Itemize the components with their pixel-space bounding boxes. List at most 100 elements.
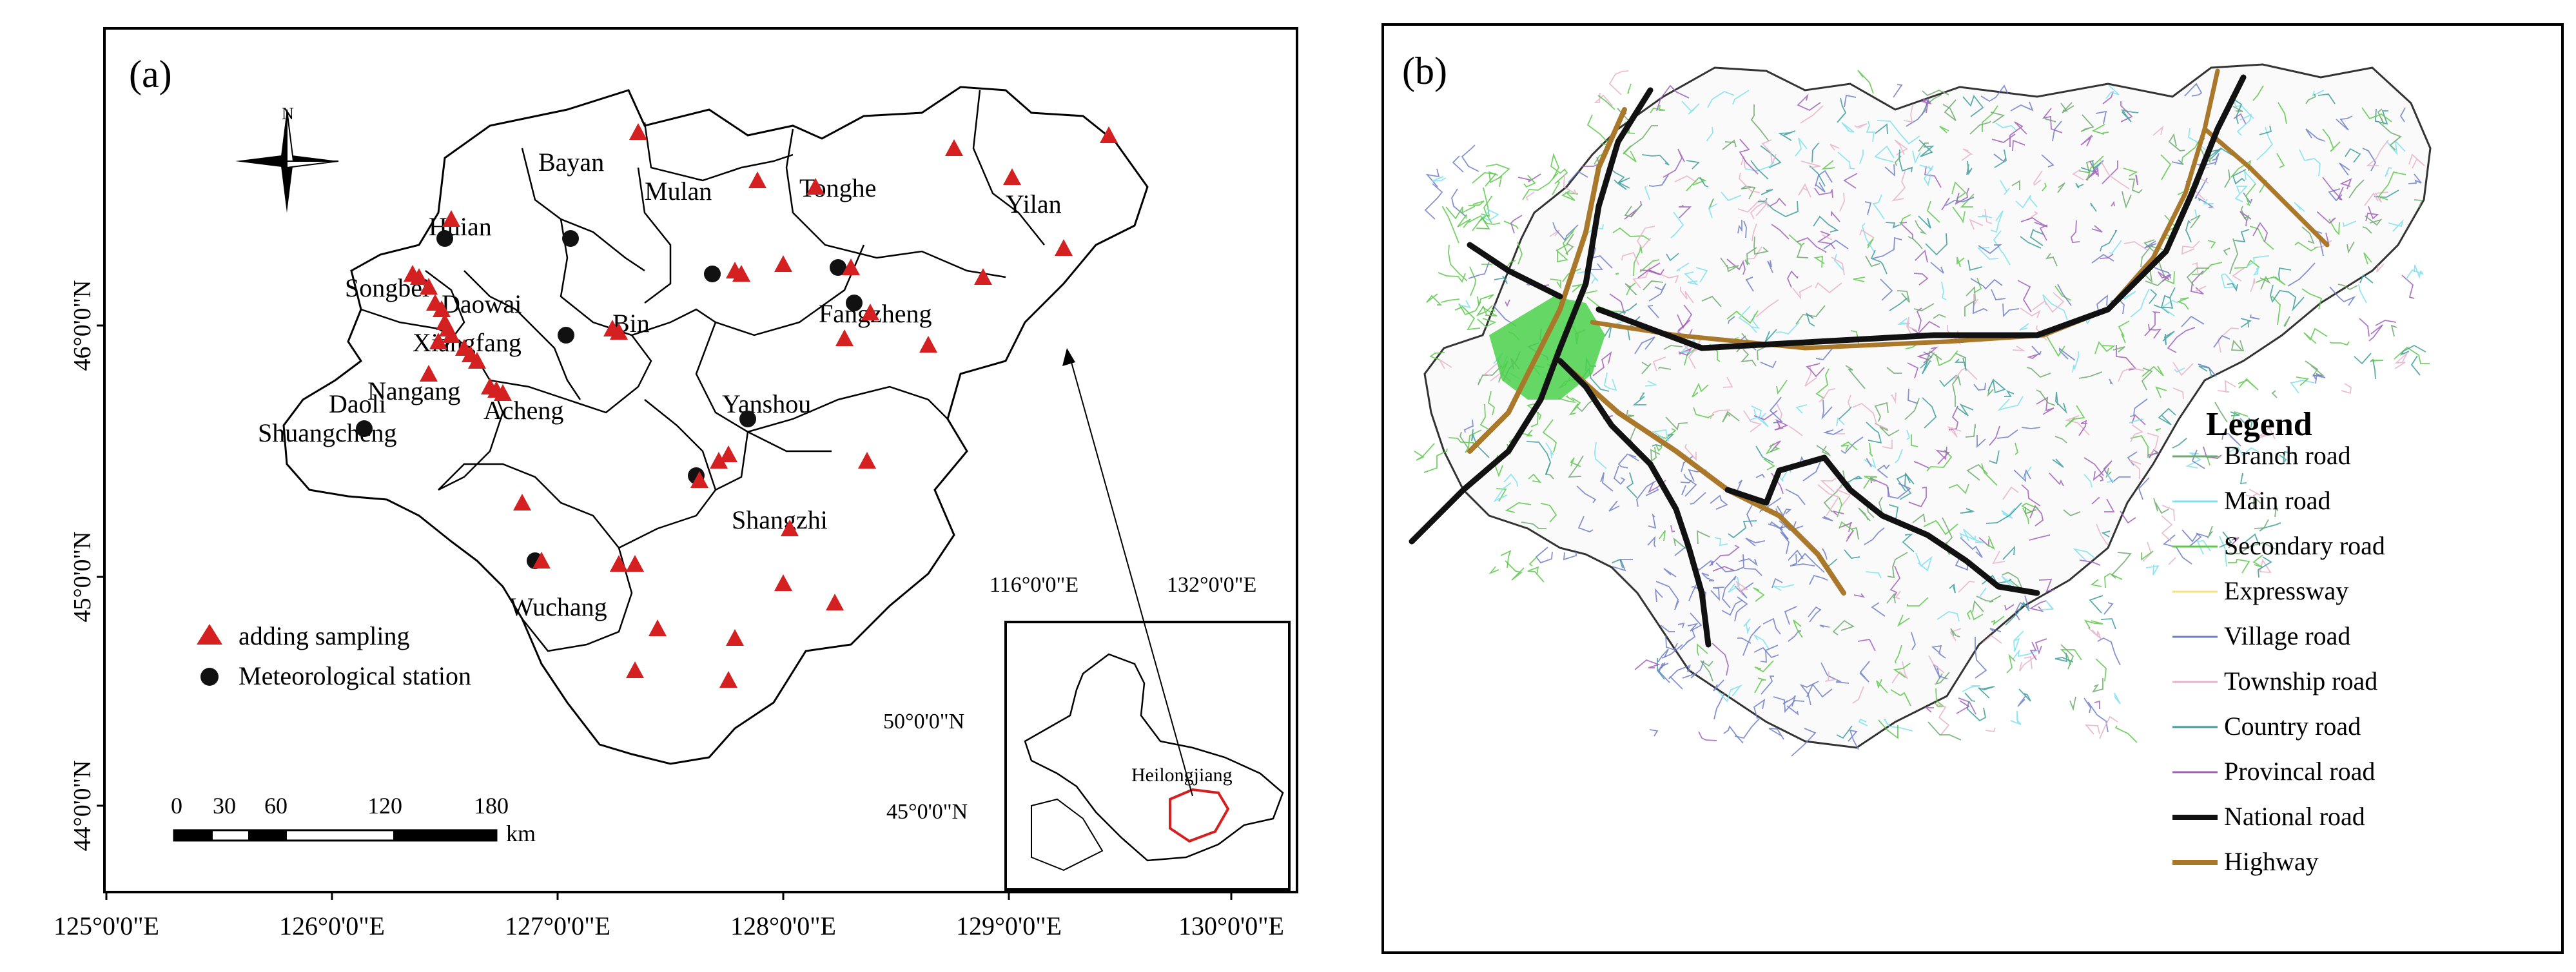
y-tick-44: 44°0'0"N: [69, 761, 96, 851]
road-segment: [1815, 348, 1833, 360]
road-segment: [1753, 698, 1766, 719]
road-segment: [1720, 257, 1739, 273]
sampling-marker: [826, 594, 844, 610]
road-segment: [1612, 559, 1633, 572]
road-segment: [2105, 84, 2120, 99]
road-segment: [2118, 320, 2130, 344]
road-segment: [1505, 299, 1510, 307]
road-segment: [1991, 616, 2005, 626]
road-segment: [2042, 294, 2068, 321]
road-segment: [1743, 220, 1747, 238]
sampling-marker: [494, 384, 512, 401]
road-segment: [1982, 634, 2002, 644]
road-segment: [2075, 182, 2084, 189]
road-segment: [1817, 484, 1840, 516]
road-segment: [2234, 229, 2250, 243]
road-segment: [1942, 517, 1953, 546]
road-segment: [1723, 725, 1744, 744]
road-segment: [1815, 182, 1826, 193]
road-segment: [2279, 290, 2305, 312]
road-segment: [2317, 93, 2336, 104]
road-segment: [1911, 320, 1940, 335]
road-segment: [1438, 272, 1466, 283]
road-segment: [1755, 299, 1779, 318]
road-segment: [2026, 367, 2051, 378]
road-segment: [1728, 520, 1757, 539]
road-segment: [1925, 233, 1947, 256]
road-segment: [1678, 347, 1693, 356]
x-tick-125: 125°0'0"E: [54, 911, 159, 940]
road-segment: [1472, 172, 1497, 187]
road-segment: [1576, 485, 1597, 503]
road-segment: [2283, 316, 2290, 327]
road-segment: [2305, 93, 2317, 104]
road-segment: [1898, 222, 1913, 239]
road-segment: [1550, 278, 1561, 289]
road-segment: [1880, 278, 1893, 301]
road-segment: [2102, 160, 2118, 184]
road-segment: [1976, 247, 1999, 260]
road-segment: [2194, 209, 2198, 219]
road-segment: [2399, 107, 2406, 122]
station-marker: [704, 266, 721, 282]
road-segment: [2161, 299, 2178, 316]
road-segment: [1613, 465, 1626, 485]
road-segment: [1958, 697, 1976, 715]
road-segment: [1530, 411, 1539, 427]
road-segment: [2228, 558, 2250, 574]
road-segment: [2091, 124, 2109, 135]
sampling-marker: [610, 323, 628, 340]
road-segment: [1636, 226, 1655, 249]
road-segment: [2095, 658, 2107, 682]
road-segment: [1865, 571, 1882, 579]
road-segment: [2090, 579, 2102, 587]
road-segment: [1540, 503, 1557, 523]
road-segment: [2257, 426, 2276, 440]
road-segment: [1986, 502, 2022, 524]
county-label-shuangcheng: Shuangcheng: [258, 418, 397, 447]
road-segment: [1754, 660, 1774, 673]
road-segment: [2100, 230, 2118, 252]
road-segment: [1517, 241, 1523, 265]
road-segment: [2211, 153, 2220, 166]
road-segment: [1966, 609, 1984, 621]
road-segment: [2010, 710, 2022, 725]
road-segment: [1913, 303, 1935, 311]
county-label-bayan: Bayan: [538, 148, 604, 177]
road-segment: [2294, 241, 2318, 252]
road-segment: [2371, 360, 2384, 362]
road-segment: [1468, 261, 1490, 279]
sampling-points: [404, 123, 1118, 688]
north-label: N: [282, 104, 294, 123]
road-segment: [1872, 194, 1885, 220]
road-segment: [1459, 431, 1469, 449]
road-segment: [1802, 461, 1821, 481]
road-segment: [1890, 392, 1897, 404]
road-segment: [2109, 378, 2113, 385]
road-segment: [1935, 350, 1958, 367]
road-segment: [2363, 252, 2372, 265]
road-segment: [1995, 122, 2017, 131]
road-segment: [1797, 237, 1827, 253]
location-inset: Heilongjiang: [1004, 348, 1291, 891]
road-segment: [1788, 630, 1801, 642]
road-segment: [1994, 149, 2007, 168]
road-segment: [1510, 215, 1523, 234]
road-segment: [1930, 262, 1944, 274]
road-segment: [2359, 274, 2374, 284]
road-segment: [1621, 251, 1639, 266]
y-axis-ticks: 46°0'0"N 45°0'0"N 44°0'0"N: [69, 280, 104, 851]
road-segment: [1632, 267, 1650, 289]
sampling-marker: [442, 210, 460, 227]
road-segment: [1898, 149, 1913, 173]
scale-bar: 0 30 60 120 180 km: [171, 793, 536, 846]
road-segment: [1526, 441, 1551, 476]
road-segment: [2278, 267, 2292, 280]
road-segment: [1768, 728, 1784, 740]
road-segment: [1649, 729, 1659, 737]
road-segment: [1634, 659, 1661, 670]
road-segment: [1768, 521, 1783, 530]
road-segment: [1866, 422, 1882, 444]
road-segment: [2084, 619, 2103, 629]
road-segment: [1792, 285, 1813, 300]
